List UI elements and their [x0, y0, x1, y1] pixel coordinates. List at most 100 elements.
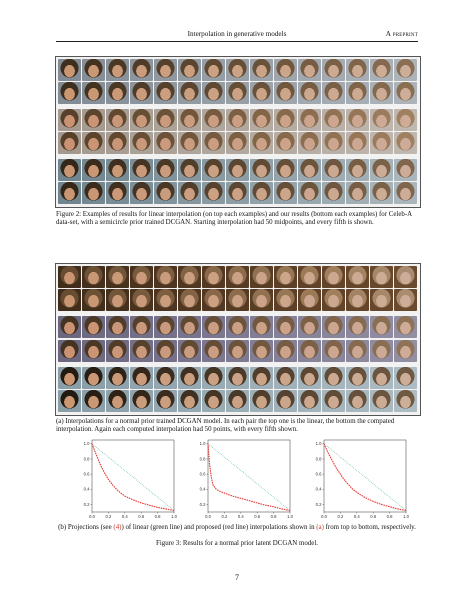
- face-thumbnail: [106, 109, 129, 131]
- face-thumbnail: [274, 82, 297, 104]
- face-thumbnail: [82, 389, 105, 412]
- x-tick-label: 1.0: [171, 514, 177, 519]
- face-thumbnail: [82, 109, 105, 131]
- preprint-label: A preprint: [385, 30, 418, 38]
- face-thumbnail: [394, 316, 417, 339]
- face-thumbnail: [58, 316, 81, 339]
- face-thumbnail: [130, 266, 153, 289]
- caption-text: from top to bottom, respectively.: [323, 524, 416, 531]
- face-thumbnail: [58, 289, 81, 312]
- face-thumbnail: [178, 316, 201, 339]
- y-tick-label: 0.4: [84, 487, 90, 492]
- face-thumbnail: [394, 159, 417, 181]
- subfigure-reference[interactable]: (a): [316, 524, 324, 531]
- face-thumbnail: [58, 366, 81, 389]
- face-thumbnail: [58, 266, 81, 289]
- projection-plot-3: 0.2 0.4 0.6 0.8 1.0 0.0 0.2 0.4 0.6 0.8 1.0: [312, 436, 410, 520]
- face-thumbnail: [226, 316, 249, 339]
- face-thumbnail: [298, 59, 321, 81]
- equation-reference[interactable]: (4): [113, 524, 122, 531]
- image-row: [56, 339, 420, 362]
- proposed-interpolation-line: [91, 443, 175, 512]
- face-thumbnail: [58, 59, 81, 81]
- y-tick-label: 0.6: [316, 472, 322, 477]
- face-thumbnail: [394, 109, 417, 131]
- face-thumbnail: [130, 182, 153, 204]
- face-thumbnail: [82, 82, 105, 104]
- face-thumbnail: [106, 366, 129, 389]
- face-thumbnail: [130, 289, 153, 312]
- linear-interpolation-line: [323, 443, 407, 511]
- face-thumbnail: [154, 109, 177, 131]
- face-thumbnail: [346, 182, 369, 204]
- face-thumbnail: [226, 59, 249, 81]
- image-row: [56, 389, 420, 412]
- face-thumbnail: [346, 132, 369, 154]
- face-thumbnail: [58, 132, 81, 154]
- face-thumbnail: [346, 289, 369, 312]
- face-thumbnail: [298, 132, 321, 154]
- face-thumbnail: [250, 82, 273, 104]
- face-thumbnail: [394, 339, 417, 362]
- projection-plot-1: 0.2 0.4 0.6 0.8 1.0 0.0 0.2 0.4 0.6 0.8 1.0: [80, 436, 178, 520]
- face-thumbnail: [298, 389, 321, 412]
- face-thumbnail: [226, 339, 249, 362]
- face-thumbnail: [226, 289, 249, 312]
- y-tick-label: 0.8: [316, 456, 322, 461]
- x-tick-label: 0.2: [337, 514, 343, 519]
- face-thumbnail: [130, 389, 153, 412]
- face-thumbnail: [322, 82, 345, 104]
- face-thumbnail: [298, 82, 321, 104]
- face-thumbnail: [394, 289, 417, 312]
- x-tick-label: 0.0: [89, 514, 95, 519]
- plot-2-svg: 0.2 0.4 0.6 0.8 1.0 0.0 0.2 0.4 0.6 0.8 1.0: [200, 439, 294, 519]
- face-thumbnail: [370, 159, 393, 181]
- x-tick-label: 0.6: [370, 514, 376, 519]
- face-thumbnail: [82, 182, 105, 204]
- face-thumbnail: [394, 82, 417, 104]
- face-thumbnail: [370, 366, 393, 389]
- face-thumbnail: [394, 366, 417, 389]
- y-tick-label: 0.6: [84, 472, 90, 477]
- projection-plot-2: 0.2 0.4 0.6 0.8 1.0 0.0 0.2 0.4 0.6 0.8 1.0: [196, 436, 294, 520]
- face-thumbnail: [106, 159, 129, 181]
- page-number: 7: [235, 573, 239, 582]
- face-thumbnail: [82, 159, 105, 181]
- face-thumbnail: [346, 339, 369, 362]
- face-thumbnail: [202, 59, 225, 81]
- face-thumbnail: [82, 316, 105, 339]
- face-thumbnail: [154, 389, 177, 412]
- y-tick-label: 1.0: [316, 441, 322, 446]
- face-thumbnail: [370, 109, 393, 131]
- face-thumbnail: [250, 289, 273, 312]
- face-thumbnail: [274, 159, 297, 181]
- y-tick-label: 0.8: [200, 456, 206, 461]
- x-tick-label: 0.6: [254, 514, 260, 519]
- face-thumbnail: [370, 339, 393, 362]
- face-thumbnail: [298, 366, 321, 389]
- face-thumbnail: [130, 59, 153, 81]
- caption-text: (b) Projections (see: [58, 524, 114, 531]
- face-thumbnail: [250, 132, 273, 154]
- face-thumbnail: [202, 316, 225, 339]
- image-row: [56, 266, 420, 289]
- face-thumbnail: [250, 182, 273, 204]
- image-row: [56, 316, 420, 339]
- face-thumbnail: [394, 132, 417, 154]
- plot-frame: [323, 439, 407, 513]
- face-thumbnail: [298, 339, 321, 362]
- y-tick-label: 0.8: [84, 456, 90, 461]
- x-tick-label: 0.8: [271, 514, 277, 519]
- face-thumbnail: [298, 109, 321, 131]
- figure-2-face-grid: [55, 56, 421, 208]
- face-thumbnail: [178, 289, 201, 312]
- face-thumbnail: [346, 316, 369, 339]
- face-thumbnail: [322, 132, 345, 154]
- face-thumbnail: [226, 109, 249, 131]
- x-tick-label: 0.0: [321, 514, 327, 519]
- face-thumbnail: [178, 182, 201, 204]
- face-thumbnail: [154, 182, 177, 204]
- face-thumbnail: [322, 389, 345, 412]
- face-thumbnail: [154, 289, 177, 312]
- face-thumbnail: [274, 266, 297, 289]
